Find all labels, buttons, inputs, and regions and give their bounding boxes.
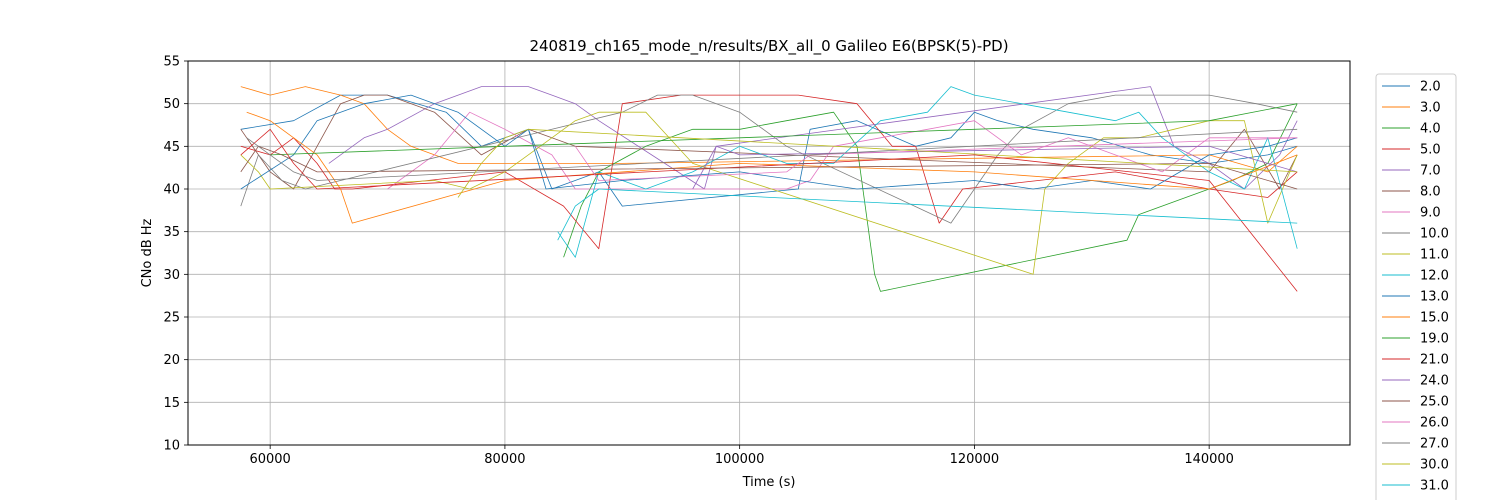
series-line-7-0 bbox=[328, 86, 1298, 190]
x-tick-label: 60000 bbox=[249, 452, 290, 467]
x-tick-label: 120000 bbox=[950, 452, 1000, 467]
x-axis-label: Time (s) bbox=[742, 475, 796, 490]
legend-label: 30.0 bbox=[1420, 458, 1449, 473]
series-line-13-0 bbox=[240, 94, 1298, 190]
legend-label: 19.0 bbox=[1420, 332, 1449, 347]
legend-label: 31.0 bbox=[1420, 479, 1449, 494]
legend-label: 15.0 bbox=[1420, 311, 1449, 326]
legend-label: 24.0 bbox=[1420, 374, 1449, 389]
legend-label: 7.0 bbox=[1420, 164, 1441, 179]
series-line-11-0 bbox=[240, 111, 1298, 275]
y-tick-label: 20 bbox=[163, 353, 180, 368]
y-tick-label: 30 bbox=[163, 268, 180, 283]
series-line-4-0 bbox=[563, 103, 1298, 292]
y-tick-label: 35 bbox=[163, 225, 180, 240]
legend: 2.0 3.0 4.0 5.0 7.0 8.0 9.0 10.0 11.0 12.0 13.0 15.… bbox=[1375, 73, 1457, 504]
legend-label: 5.0 bbox=[1420, 143, 1441, 158]
legend-label: 11.0 bbox=[1420, 248, 1449, 263]
x-tick-label: 100000 bbox=[715, 452, 765, 467]
y-tick-label: 45 bbox=[163, 140, 180, 155]
y-tick-label: 40 bbox=[163, 183, 180, 198]
y-tick-label: 50 bbox=[163, 97, 180, 112]
y-axis-label: CNo dB Hz bbox=[140, 218, 155, 287]
legend-label: 2.0 bbox=[1420, 80, 1441, 95]
legend-label: 12.0 bbox=[1420, 269, 1449, 284]
legend-label: 21.0 bbox=[1420, 353, 1449, 368]
legend-label: 8.0 bbox=[1420, 185, 1441, 200]
series-line-30-0 bbox=[457, 128, 1298, 198]
legend-label: 10.0 bbox=[1420, 227, 1449, 242]
legend-box bbox=[1375, 73, 1457, 504]
y-tick-label: 10 bbox=[163, 439, 180, 454]
x-axis: 60000 80000 100000 120000 140000 bbox=[249, 445, 1234, 467]
chart-title: 240819_ch165_mode_n/results/BX_all_0 Gal… bbox=[529, 37, 1008, 56]
series-line-5-0 bbox=[240, 94, 1298, 250]
legend-label: 4.0 bbox=[1420, 122, 1441, 137]
legend-label: 13.0 bbox=[1420, 290, 1449, 305]
series-line-26-0 bbox=[574, 137, 1298, 181]
y-tick-label: 25 bbox=[163, 311, 180, 326]
legend-label: 3.0 bbox=[1420, 101, 1441, 116]
legend-label: 26.0 bbox=[1420, 416, 1449, 431]
x-tick-label: 80000 bbox=[484, 452, 525, 467]
series-line-12-0 bbox=[557, 86, 1298, 258]
x-tick-label: 140000 bbox=[1184, 452, 1234, 467]
series-line-15-0 bbox=[246, 111, 1298, 224]
legend-label: 27.0 bbox=[1420, 437, 1449, 452]
legend-label: 9.0 bbox=[1420, 206, 1441, 221]
legend-label: 25.0 bbox=[1420, 395, 1449, 410]
series-line-19-0 bbox=[270, 103, 1298, 156]
series-line-27-0 bbox=[246, 128, 1298, 181]
series-line-24-0 bbox=[692, 145, 1298, 190]
y-tick-label: 55 bbox=[163, 55, 180, 70]
y-tick-label: 15 bbox=[163, 396, 180, 411]
y-axis: 10 15 20 25 30 35 40 45 50 55 bbox=[163, 55, 188, 454]
series-line-10-0 bbox=[240, 94, 1298, 224]
series-line-31-0 bbox=[557, 188, 1298, 241]
plot-frame bbox=[187, 60, 1351, 446]
series-lines bbox=[240, 86, 1298, 292]
series-line-21-0 bbox=[240, 128, 1298, 292]
